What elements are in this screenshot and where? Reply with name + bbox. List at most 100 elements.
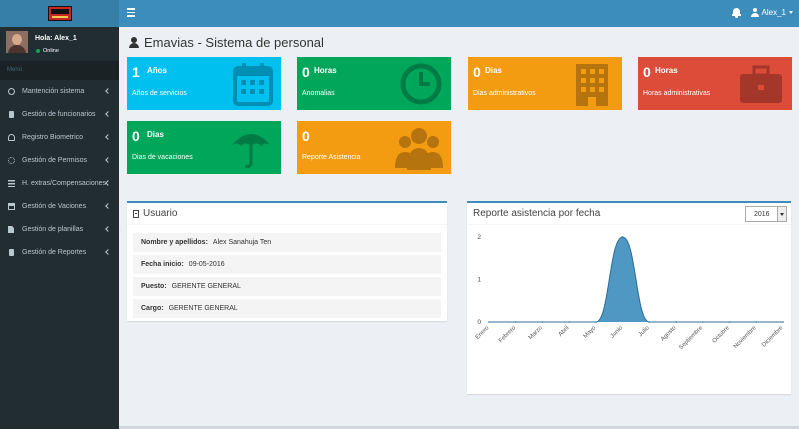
x-tick-label: Enero [475, 325, 491, 341]
row-label: Nombre y apellidos: [141, 239, 208, 246]
user-status-label: Online [43, 48, 59, 54]
row-value: 09-05-2016 [188, 261, 225, 268]
page-title-text: Emavias - Sistema de personal [144, 35, 324, 50]
info-box-desc: Horas administrativas [643, 90, 711, 97]
info-box-anos[interactable]: 1 Años Años de servicios [127, 57, 281, 110]
calendar-icon [233, 63, 273, 106]
y-tick-label: 2 [477, 234, 481, 241]
info-box-value: 0 [132, 128, 140, 144]
sidebar-item-mantencion[interactable]: Mantención sistema [0, 80, 119, 103]
list-icon [8, 180, 15, 187]
briefcase-icon [740, 65, 782, 103]
user-menu[interactable]: Alex_1 [750, 8, 793, 17]
app-logo[interactable] [0, 0, 119, 27]
info-box-desc: Dias administrativos [473, 90, 536, 97]
data-point [728, 321, 731, 323]
main-content: Emavias - Sistema de personal 1 Años Año… [119, 27, 799, 429]
chevron-left-icon [105, 226, 111, 232]
report-panel-title: Reporte asistencia por fecha [473, 208, 601, 219]
row-label: Puesto: [141, 283, 167, 290]
usuario-panel: Usuario Nombre y apellidos: Alex Sanahuj… [127, 201, 447, 321]
info-box-vacaciones[interactable]: 0 Dias Dias de vacaciones [127, 121, 281, 174]
info-box-unit: Dias [485, 66, 502, 75]
report-panel: Reporte asistencia por fecha 2016 0 1 2 Ene… [467, 201, 791, 394]
info-box-horas-admin[interactable]: 0 Horas Horas administrativas [638, 57, 792, 110]
top-navbar: Alex_1 [119, 0, 799, 27]
info-box-unit: Años [147, 66, 167, 75]
usuario-row-fecha: Fecha inicio: 09-05-2016 [133, 255, 441, 274]
data-point [541, 321, 544, 323]
sidebar: Hola: Alex_1 Online Menú Mantención sist… [0, 27, 119, 429]
info-box-value: 0 [302, 64, 310, 80]
sidebar-item-label: Gestión de Reportes [22, 249, 87, 256]
row-value: GERENTE GENERAL [168, 305, 238, 312]
bell-icon[interactable] [732, 8, 741, 18]
row-label: Cargo: [141, 305, 164, 312]
file-icon [8, 226, 14, 233]
page-title: Emavias - Sistema de personal [129, 35, 324, 50]
user-icon [750, 8, 759, 17]
info-box-value: 0 [643, 64, 651, 80]
sidebar-item-reportes[interactable]: Gestión de Reportes [0, 241, 119, 264]
year-select[interactable]: 2016 [745, 206, 787, 222]
data-point [675, 321, 677, 323]
fingerprint-icon [8, 134, 15, 141]
info-box-desc: Reporte Asistencia [302, 154, 361, 161]
wrench-icon [6, 86, 17, 97]
sidebar-item-planillas[interactable]: Gestión de planillas [0, 218, 119, 241]
usuario-row-puesto: Puesto: GERENTE GENERAL [133, 277, 441, 296]
info-box-dias-admin[interactable]: 0 Dias Dias administrativos [468, 57, 622, 110]
report-panel-header: Reporte asistencia por fecha [467, 203, 791, 225]
data-point [702, 321, 704, 323]
info-box-asistencia[interactable]: 0 Reporte Asistencia [297, 121, 451, 174]
document-icon [133, 209, 139, 218]
chevron-left-icon [105, 249, 111, 255]
clock-icon [400, 63, 442, 105]
sidebar-item-label: H. extras/Compensaciones [22, 180, 107, 187]
logo-image [47, 6, 72, 21]
umbrella-icon [231, 134, 271, 168]
sidebar-item-label: Gestión de Vaciones [22, 203, 87, 210]
row-value: GERENTE GENERAL [171, 283, 241, 290]
info-box-value: 0 [302, 128, 310, 144]
data-point [621, 236, 624, 238]
row-label: Fecha inicio: [141, 261, 184, 268]
chevron-left-icon [105, 134, 111, 140]
info-box-desc: Dias de vacaciones [132, 154, 193, 161]
user-panel: Hola: Alex_1 Online [0, 27, 119, 61]
sidebar-item-funcionarios[interactable]: Gestión de funcionarios [0, 103, 119, 126]
sidebar-item-label: Mantención sistema [22, 88, 85, 95]
sidebar-item-label: Registro Biometrico [22, 134, 84, 141]
book-icon [9, 249, 14, 256]
data-point [755, 321, 758, 323]
sidebar-user-name: Hola: Alex_1 [35, 35, 77, 42]
chevron-down-icon [777, 207, 786, 221]
data-point [568, 321, 570, 323]
data-point [595, 321, 597, 323]
x-tick-label: Agosto [660, 325, 678, 343]
menu-header: Menú [0, 61, 119, 80]
chevron-left-icon [105, 111, 111, 117]
user-status: Online [36, 48, 59, 54]
x-tick-label: Marzo [528, 325, 544, 341]
menu-toggle-icon[interactable] [127, 8, 135, 17]
sidebar-item-vacaciones[interactable]: Gestión de Vaciones [0, 195, 119, 218]
sidebar-item-extras[interactable]: H. extras/Compensaciones [0, 172, 119, 195]
cogs-icon [8, 157, 15, 164]
year-select-value: 2016 [754, 210, 770, 218]
sidebar-item-biometrico[interactable]: Registro Biometrico [0, 126, 119, 149]
info-box-unit: Dias [147, 130, 164, 139]
info-box-value: 0 [473, 64, 481, 80]
sidebar-item-permisos[interactable]: Gestión de Permisos [0, 149, 119, 172]
usuario-panel-title: Usuario [143, 208, 178, 219]
calendar-icon [8, 203, 15, 210]
x-tick-label: Noviembre [733, 325, 758, 350]
sidebar-item-label: Gestión de funcionarios [22, 111, 96, 118]
x-tick-label: Mayo [583, 325, 598, 340]
chevron-left-icon [105, 203, 111, 209]
info-box-anomalias[interactable]: 0 Horas Anomalias [297, 57, 451, 110]
data-point [648, 321, 651, 323]
data-point [514, 321, 517, 323]
user-icon [129, 37, 139, 48]
x-tick-label: Junio [610, 325, 625, 340]
